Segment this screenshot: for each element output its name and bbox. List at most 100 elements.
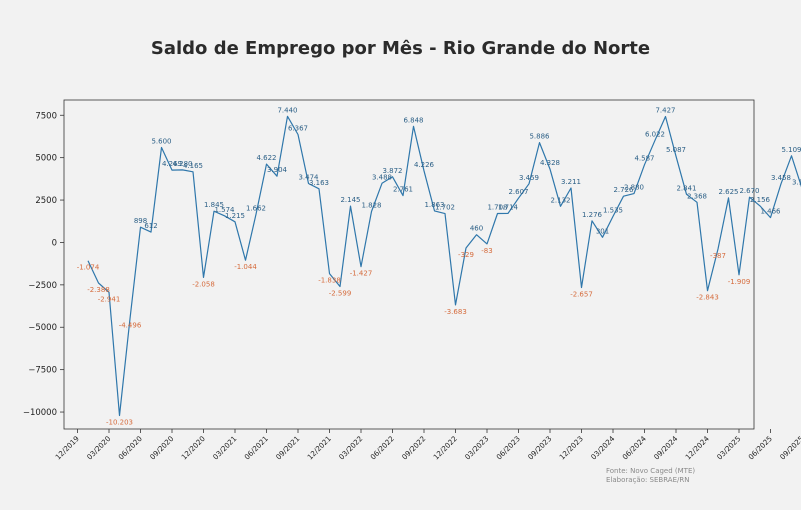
data-label: 612 bbox=[144, 222, 157, 230]
x-tick-label: 09/2021 bbox=[274, 434, 301, 461]
x-tick-label: 09/2024 bbox=[652, 434, 680, 462]
data-label: 2.156 bbox=[750, 196, 771, 204]
data-label: 4.269 bbox=[162, 160, 182, 168]
chart-title: Saldo de Emprego por Mês - Rio Grande do… bbox=[150, 38, 651, 59]
data-label: 7.440 bbox=[277, 106, 297, 114]
data-label: 4.328 bbox=[540, 159, 560, 167]
data-label: 5.109 bbox=[781, 146, 801, 154]
x-tick-label: 06/2023 bbox=[494, 434, 521, 461]
data-label: 3.458 bbox=[771, 174, 791, 182]
data-label: 3.163 bbox=[309, 179, 329, 187]
data-label: 2.880 bbox=[624, 184, 644, 192]
y-tick-label: −2500 bbox=[28, 281, 57, 291]
x-tick-label: 12/2021 bbox=[305, 434, 332, 461]
data-label: -2.058 bbox=[192, 280, 215, 288]
x-axis: 12/2019 03/2020 06/2020 09/2020 12/2020 03/20… bbox=[53, 429, 801, 462]
data-label: 2.145 bbox=[340, 196, 360, 204]
data-label: 6.848 bbox=[403, 116, 423, 124]
data-label: -4.496 bbox=[119, 322, 142, 330]
data-label: 1.845 bbox=[204, 201, 224, 209]
data-label: 4.280 bbox=[172, 160, 192, 168]
data-label: 3.187 bbox=[792, 178, 801, 186]
data-label: 4.622 bbox=[256, 154, 276, 162]
data-label: -2.941 bbox=[98, 295, 121, 303]
data-label: 5.600 bbox=[151, 137, 171, 145]
x-tick-label: 03/2023 bbox=[463, 434, 490, 461]
data-label: -329 bbox=[458, 251, 474, 259]
data-label: -1.427 bbox=[350, 270, 373, 278]
data-label: 1.662 bbox=[246, 204, 266, 212]
x-tick-label: 03/2024 bbox=[589, 434, 617, 462]
data-label: 5.886 bbox=[529, 133, 550, 141]
data-label: -10.203 bbox=[106, 418, 133, 426]
x-tick-label: 09/2025 bbox=[778, 434, 801, 461]
data-label: 4.165 bbox=[183, 162, 203, 170]
data-label: 3.904 bbox=[267, 166, 288, 174]
data-label: 1.535 bbox=[603, 206, 623, 214]
x-tick-label: 12/2019 bbox=[53, 434, 81, 462]
data-label: -2.388 bbox=[87, 286, 110, 294]
y-tick-label: −10000 bbox=[23, 408, 57, 418]
y-tick-label: 2500 bbox=[35, 196, 57, 206]
x-tick-label: 03/2020 bbox=[85, 434, 113, 462]
x-tick-label: 03/2022 bbox=[337, 434, 364, 461]
data-label: -1.909 bbox=[728, 278, 751, 286]
data-label: 3.474 bbox=[298, 174, 319, 182]
x-tick-label: 12/2024 bbox=[683, 434, 711, 462]
x-tick-label: 12/2023 bbox=[557, 434, 584, 461]
x-tick-label: 06/2025 bbox=[746, 434, 773, 461]
data-label: 2.726 bbox=[613, 186, 634, 194]
data-label: -1.044 bbox=[234, 263, 257, 271]
data-label: 2.841 bbox=[676, 184, 696, 192]
footer-source: Fonte: Novo Caged (MTE) bbox=[606, 467, 696, 475]
x-tick-label: 06/2021 bbox=[242, 434, 269, 461]
data-label: 2.368 bbox=[687, 192, 707, 200]
y-tick-label: 7500 bbox=[35, 111, 57, 121]
data-label: 1.708 bbox=[487, 203, 507, 211]
data-label: 6.367 bbox=[288, 124, 308, 132]
y-tick-label: −7500 bbox=[28, 366, 57, 376]
data-label: 1.574 bbox=[214, 206, 235, 214]
data-label: -1.838 bbox=[318, 277, 341, 285]
x-tick-label: 09/2020 bbox=[148, 434, 176, 462]
data-label: -1.074 bbox=[77, 264, 100, 272]
data-label: 898 bbox=[134, 217, 147, 225]
data-label: 1.714 bbox=[498, 203, 519, 211]
data-label: 3.211 bbox=[561, 178, 581, 186]
data-label: 1.702 bbox=[435, 204, 455, 212]
data-label: 301 bbox=[596, 227, 609, 235]
x-tick-label: 09/2023 bbox=[526, 434, 553, 461]
data-label: 5.087 bbox=[666, 146, 686, 154]
x-tick-label: 12/2022 bbox=[431, 434, 458, 461]
x-tick-label: 12/2020 bbox=[179, 434, 207, 462]
data-label: 1.215 bbox=[225, 212, 245, 220]
data-label: 6.022 bbox=[645, 130, 665, 138]
x-tick-label: 03/2021 bbox=[211, 434, 238, 461]
plot-area bbox=[63, 99, 755, 430]
data-label: 1.863 bbox=[424, 201, 444, 209]
data-label: 4.226 bbox=[414, 161, 435, 169]
data-label: 3.459 bbox=[519, 174, 539, 182]
data-label: 2.761 bbox=[393, 186, 413, 194]
data-label: 1.466 bbox=[760, 208, 781, 216]
data-label: 2.132 bbox=[550, 196, 570, 204]
data-label: -2.657 bbox=[570, 291, 593, 299]
data-label: 460 bbox=[470, 225, 483, 233]
y-tick-label: −5000 bbox=[28, 323, 57, 333]
data-label: 1.276 bbox=[582, 211, 603, 219]
chart-footer: Fonte: Novo Caged (MTE) Elaboração: SEBR… bbox=[606, 467, 695, 484]
data-label: 4.587 bbox=[634, 155, 654, 163]
data-label: 2.607 bbox=[508, 188, 528, 196]
x-tick-label: 06/2022 bbox=[368, 434, 395, 461]
x-tick-label: 03/2025 bbox=[715, 434, 742, 461]
data-label: -387 bbox=[710, 252, 726, 260]
data-label: -83 bbox=[481, 247, 492, 255]
x-tick-label: 09/2022 bbox=[400, 434, 427, 461]
data-label: 7.427 bbox=[655, 107, 675, 115]
y-axis: 7500 5000 2500 0 −2500 −5000 −7500 −10000 bbox=[23, 111, 64, 418]
x-tick-label: 06/2024 bbox=[620, 434, 648, 462]
data-label: -3.683 bbox=[444, 308, 467, 316]
